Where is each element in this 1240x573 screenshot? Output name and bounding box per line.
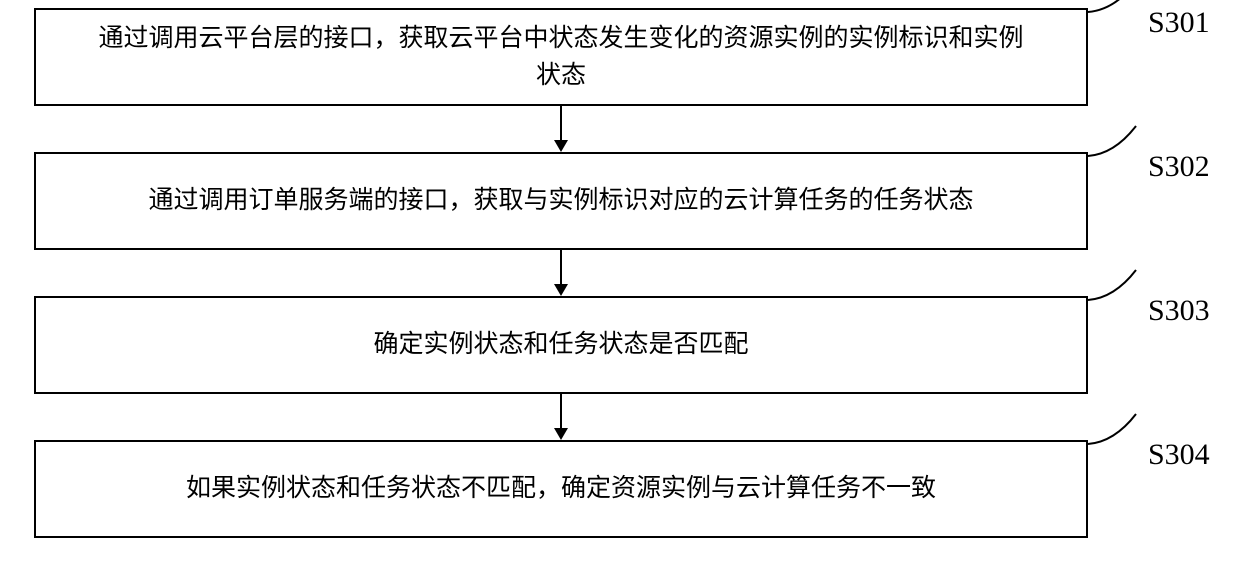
flow-step-label: S303 — [1148, 294, 1210, 328]
label-connector-curve — [1088, 412, 1136, 448]
flow-step-text: 如果实例状态和任务状态不匹配，确定资源实例与云计算任务不一致 — [166, 470, 956, 508]
flow-step-text: 确定实例状态和任务状态是否匹配 — [353, 326, 768, 364]
flow-step-text: 通过调用订单服务端的接口，获取与实例标识对应的云计算任务的任务状态 — [128, 182, 993, 220]
flow-step-box: 确定实例状态和任务状态是否匹配 — [34, 296, 1088, 394]
flow-step-box: 通过调用云平台层的接口，获取云平台中状态发生变化的资源实例的实例标识和实例 状态 — [34, 8, 1088, 106]
flow-step-box: 通过调用订单服务端的接口，获取与实例标识对应的云计算任务的任务状态 — [34, 152, 1088, 250]
flow-step-box: 如果实例状态和任务状态不匹配，确定资源实例与云计算任务不一致 — [34, 440, 1088, 538]
label-connector-curve — [1088, 124, 1136, 160]
label-connector-curve — [1088, 0, 1136, 16]
label-connector-curve — [1088, 268, 1136, 304]
flow-arrow-down — [551, 106, 571, 152]
flow-step-label: S302 — [1148, 150, 1210, 184]
flow-arrow-down — [551, 250, 571, 296]
flow-step-label: S301 — [1148, 6, 1210, 40]
flow-step-text: 通过调用云平台层的接口，获取云平台中状态发生变化的资源实例的实例标识和实例 状态 — [78, 20, 1043, 95]
flow-step-label: S304 — [1148, 438, 1210, 472]
flow-arrow-down — [551, 394, 571, 440]
